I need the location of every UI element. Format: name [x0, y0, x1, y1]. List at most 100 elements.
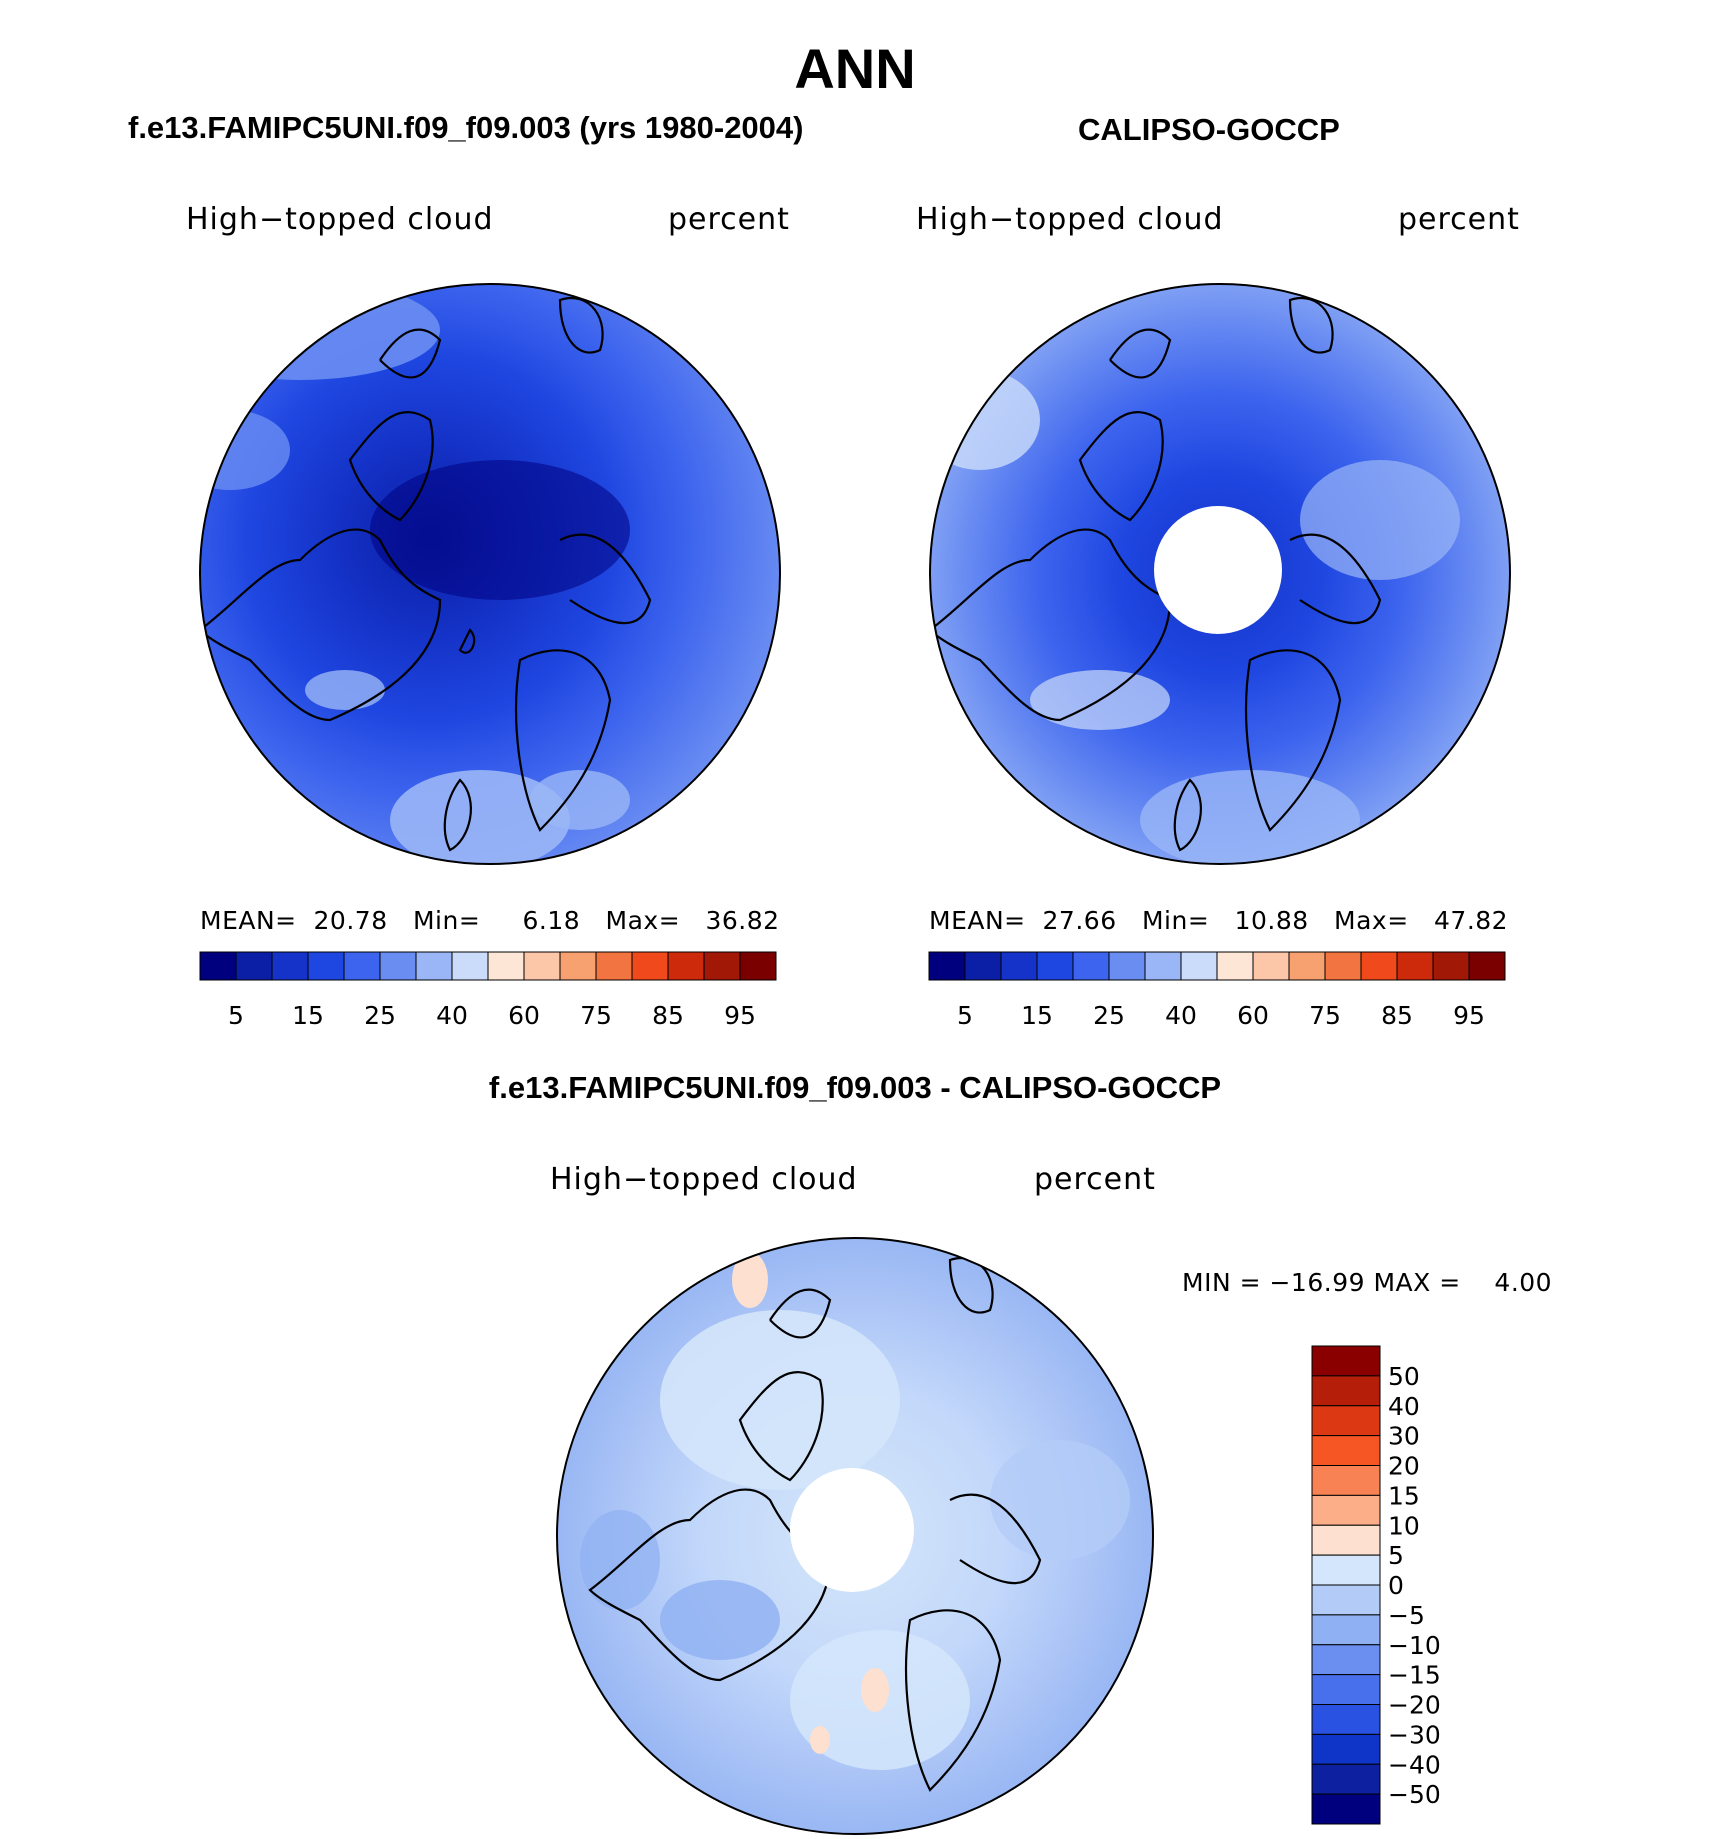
- diff-positive-patch: [732, 1252, 768, 1308]
- diff-polar-map: [556, 1237, 1154, 1835]
- obs-min-value: 10.88: [1234, 906, 1309, 935]
- model-colorbar-swatch: [379, 951, 417, 981]
- diff-colorbar-swatch: [1311, 1733, 1381, 1765]
- model-colorbar-swatch: [307, 951, 345, 981]
- diff-colorbar-label: −15: [1388, 1661, 1441, 1690]
- obs-map-border: [929, 283, 1511, 865]
- model-map-border: [199, 283, 781, 865]
- diff-colorbar-swatch: [1311, 1644, 1381, 1676]
- model-colorbar-label: 5: [228, 1001, 244, 1030]
- model-field-patch: [390, 770, 570, 864]
- model-variable-label: High−topped cloud: [186, 202, 494, 237]
- diff-map-border: [556, 1237, 1154, 1835]
- obs-panel-title: CALIPSO-GOCCP: [1078, 112, 1340, 147]
- diff-units-label: percent: [1034, 1162, 1156, 1197]
- model-colorbar: 5 15 25 40 60 75 85 95: [199, 951, 777, 1030]
- diff-colorbar-swatch: [1311, 1763, 1381, 1795]
- model-colorbar-swatch: [523, 951, 561, 981]
- model-field-patch: [200, 284, 440, 380]
- obs-max-value: 47.82: [1434, 906, 1509, 935]
- model-max-value: 36.82: [705, 906, 780, 935]
- obs-colorbar: 5 15 25 40 60 75 85 95: [928, 951, 1506, 1030]
- obs-mean-value: 27.66: [1042, 906, 1117, 935]
- obs-colorbar-label: 75: [1309, 1001, 1341, 1030]
- obs-colorbar-label: 95: [1453, 1001, 1485, 1030]
- diff-colorbar-swatch: [1311, 1405, 1381, 1437]
- model-panel-title: f.e13.FAMIPC5UNI.f09_f09.003 (yrs 1980-2…: [128, 110, 804, 145]
- diff-colorbar-label: −40: [1388, 1750, 1441, 1779]
- obs-polar-gap: [1154, 506, 1282, 634]
- model-mean-value: 20.78: [313, 906, 388, 935]
- model-polar-map: [199, 283, 781, 865]
- diff-colorbar-label: 20: [1388, 1452, 1420, 1481]
- obs-colorbar-swatch: [1000, 951, 1038, 981]
- diff-colorbar-label: 15: [1388, 1481, 1420, 1510]
- model-colorbar-swatch: [667, 951, 705, 981]
- model-colorbar-swatch: [451, 951, 489, 981]
- diff-field-patch: [580, 1510, 660, 1610]
- obs-colorbar-swatch: [1360, 951, 1398, 981]
- obs-field-patch: [1140, 770, 1360, 864]
- model-colorbar-swatch: [703, 951, 741, 981]
- diff-colorbar-swatch: [1311, 1465, 1381, 1496]
- model-colorbar-swatch: [595, 951, 633, 981]
- obs-colorbar-label: 15: [1021, 1001, 1053, 1030]
- model-colorbar-label: 40: [436, 1001, 468, 1030]
- obs-variable-label: High−topped cloud: [916, 202, 1224, 237]
- model-colorbar-swatch: [559, 951, 597, 981]
- obs-colorbar-swatch: [1036, 951, 1074, 981]
- obs-polar-map: [929, 283, 1511, 865]
- obs-colorbar-swatch: [1216, 951, 1254, 981]
- obs-colorbar-label: 40: [1165, 1001, 1197, 1030]
- obs-colorbar-label: 85: [1381, 1001, 1413, 1030]
- model-max-label: Max=: [605, 906, 681, 935]
- model-colorbar-swatch: [199, 951, 237, 981]
- page-title: ANN: [794, 37, 916, 100]
- obs-colorbar-swatch: [1180, 951, 1218, 981]
- model-colorbar-swatch: [631, 951, 669, 981]
- model-colorbar-label: 60: [508, 1001, 540, 1030]
- diff-colorbar-swatch: [1311, 1375, 1381, 1407]
- diff-colorbar-swatch: [1311, 1494, 1381, 1526]
- obs-mean-label: MEAN=: [929, 906, 1026, 935]
- diff-variable-label: High−topped cloud: [550, 1162, 858, 1197]
- model-field-core: [370, 460, 630, 600]
- diff-colorbar-label: 40: [1388, 1392, 1420, 1421]
- model-min-value: 6.18: [522, 906, 581, 935]
- obs-colorbar-swatch: [1396, 951, 1434, 981]
- diff-colorbar-swatch: [1311, 1435, 1381, 1466]
- obs-stats: MEAN= 27.66 Min= 10.88 Max= 47.82: [929, 906, 1508, 935]
- model-colorbar-label: 15: [292, 1001, 324, 1030]
- obs-colorbar-swatch: [1468, 951, 1506, 981]
- model-coastlines: [200, 297, 652, 852]
- diff-positive-patch: [810, 1726, 830, 1754]
- obs-colorbar-label: 5: [957, 1001, 973, 1030]
- diff-colorbar-label: 10: [1388, 1511, 1420, 1540]
- model-min-label: Min=: [412, 906, 481, 935]
- diff-colorbar-swatch: [1311, 1584, 1381, 1616]
- obs-field-patch: [1300, 460, 1460, 580]
- obs-max-label: Max=: [1334, 906, 1409, 935]
- model-colorbar-label: 25: [364, 1001, 396, 1030]
- diff-positive-patch: [861, 1668, 889, 1712]
- diff-colorbar-swatch: [1311, 1524, 1381, 1556]
- diff-colorbar-swatch: [1311, 1674, 1381, 1705]
- obs-colorbar-label: 60: [1237, 1001, 1269, 1030]
- model-colorbar-label: 75: [580, 1001, 612, 1030]
- diff-polar-gap: [790, 1468, 914, 1592]
- model-mean-label: MEAN=: [200, 906, 297, 935]
- diff-colorbar-label: −20: [1388, 1691, 1441, 1720]
- diff-colorbar-swatch: [1311, 1793, 1381, 1825]
- diff-colorbar-label: −5: [1388, 1601, 1425, 1630]
- obs-colorbar-swatch: [1324, 951, 1362, 981]
- model-stats: MEAN= 20.78 Min= 6.18 Max= 36.82: [200, 906, 780, 935]
- model-colorbar-swatch: [415, 951, 453, 981]
- obs-colorbar-swatch: [1252, 951, 1290, 981]
- obs-colorbar-swatch: [1072, 951, 1110, 981]
- diff-colorbar-swatch: [1311, 1614, 1381, 1646]
- diff-colorbar-swatch: [1311, 1345, 1381, 1377]
- model-field-patch: [305, 670, 385, 710]
- diff-stats: MIN = −16.99 MAX = 4.00: [1182, 1268, 1553, 1297]
- diff-colorbar-swatch: [1311, 1704, 1381, 1735]
